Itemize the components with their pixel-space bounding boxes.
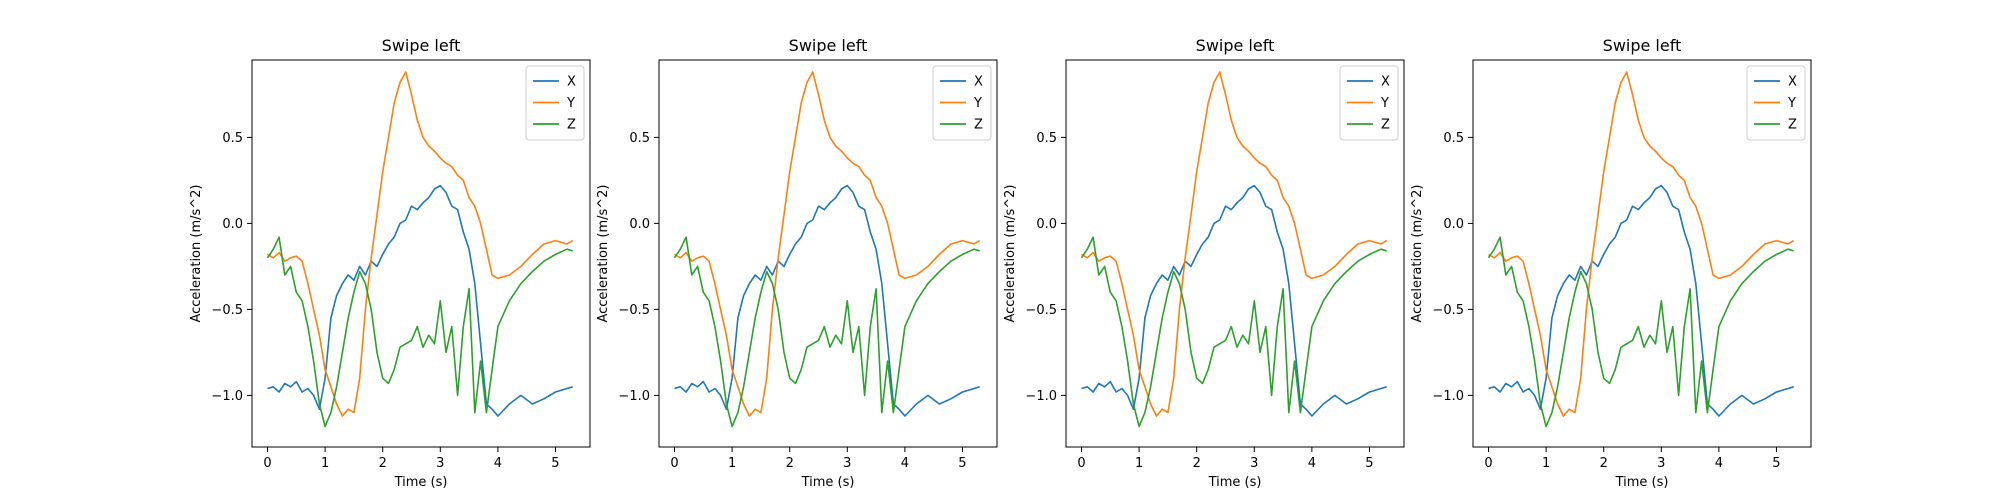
y-tick-label: −0.5	[1432, 303, 1464, 318]
series-line-y	[1081, 71, 1388, 417]
x-tick-label: 3	[843, 456, 851, 471]
legend: XYZ	[1339, 65, 1399, 141]
y-tick-label: 0.0	[1443, 217, 1464, 232]
y-tick-label: −0.5	[618, 303, 650, 318]
series-line-y	[267, 71, 574, 417]
chart-panel-1: Swipe left 0 1 2 3 4 5 −1.0 −0.5 0.0 0.5 Time (s) Ac…	[189, 36, 591, 490]
series-line-x	[1488, 184, 1794, 417]
axes-frame	[1472, 59, 1812, 448]
legend: XYZ	[932, 65, 992, 141]
y-tick-label: −1.0	[1432, 389, 1464, 404]
x-tick-label: 1	[728, 456, 736, 471]
legend-label-x: X	[1788, 75, 1797, 90]
series-line-x	[1081, 184, 1387, 417]
y-tick-label: −1.0	[211, 389, 243, 404]
chart-title: Swipe left	[789, 36, 868, 55]
legend-label-x: X	[974, 75, 983, 90]
legend-label-y: Y	[1787, 96, 1796, 111]
x-tick-label: 2	[1600, 456, 1608, 471]
series-line-y	[674, 71, 981, 417]
x-tick-label: 5	[1772, 456, 1780, 471]
x-tick-label: 5	[958, 456, 966, 471]
y-tick-label: −0.5	[211, 303, 243, 318]
x-tick-label: 0	[1077, 456, 1085, 471]
axes-frame	[1065, 59, 1405, 448]
legend-label-x: X	[567, 75, 576, 90]
axes-frame	[251, 59, 591, 448]
x-tick-label: 4	[494, 456, 502, 471]
series-line-z	[266, 236, 573, 428]
chart-title: Swipe left	[382, 36, 461, 55]
legend-label-y: Y	[973, 96, 982, 111]
legend-label-z: Z	[1788, 118, 1797, 133]
y-tick-label: 0.0	[1036, 217, 1057, 232]
x-axis-label: Time (s)	[1615, 475, 1669, 490]
series-line-z	[1487, 236, 1794, 428]
x-axis-label: Time (s)	[394, 475, 448, 490]
x-tick-label: 4	[1715, 456, 1723, 471]
y-tick-label: −1.0	[618, 389, 650, 404]
y-tick-label: 0.5	[1036, 131, 1057, 146]
x-tick-label: 1	[1135, 456, 1143, 471]
x-tick-label: 1	[1542, 456, 1550, 471]
x-axis-label: Time (s)	[801, 475, 855, 490]
x-tick-label: 0	[263, 456, 271, 471]
x-axis-label: Time (s)	[1208, 475, 1262, 490]
series-line-z	[1080, 236, 1387, 428]
x-tick-label: 0	[1484, 456, 1492, 471]
x-tick-label: 4	[901, 456, 909, 471]
legend-label-z: Z	[567, 118, 576, 133]
x-tick-label: 5	[1365, 456, 1373, 471]
x-tick-label: 3	[436, 456, 444, 471]
x-tick-label: 2	[379, 456, 387, 471]
y-tick-label: 0.0	[222, 217, 243, 232]
series-line-y	[1488, 71, 1795, 417]
y-tick-label: −1.0	[1025, 389, 1057, 404]
x-tick-label: 4	[1308, 456, 1316, 471]
x-tick-label: 2	[786, 456, 794, 471]
legend-label-y: Y	[566, 96, 575, 111]
chart-title: Swipe left	[1603, 36, 1682, 55]
x-tick-label: 3	[1250, 456, 1258, 471]
y-tick-label: 0.5	[1443, 131, 1464, 146]
legend: XYZ	[525, 65, 585, 141]
y-tick-label: 0.0	[629, 217, 650, 232]
x-tick-label: 3	[1657, 456, 1665, 471]
chart-title: Swipe left	[1196, 36, 1275, 55]
series-line-x	[674, 184, 980, 417]
series-line-x	[267, 184, 573, 417]
y-tick-label: 0.5	[222, 131, 243, 146]
y-tick-label: 0.5	[629, 131, 650, 146]
x-tick-label: 1	[321, 456, 329, 471]
chart-panel-4: Swipe left 0 1 2 3 4 5 −1.0 −0.5 0.0 0.5 Time (s) Ac…	[1410, 36, 1812, 490]
legend-label-z: Z	[1381, 118, 1390, 133]
legend: XYZ	[1746, 65, 1806, 141]
axes-frame	[658, 59, 998, 448]
chart-panel-2: Swipe left 0 1 2 3 4 5 −1.0 −0.5 0.0 0.5 Time (s) Ac…	[596, 36, 998, 490]
x-tick-label: 5	[551, 456, 559, 471]
y-axis-label: Acceleration (m/s^2)	[596, 184, 611, 322]
y-tick-label: −0.5	[1025, 303, 1057, 318]
y-axis-label: Acceleration (m/s^2)	[1003, 184, 1018, 322]
chart-panel-3: Swipe left 0 1 2 3 4 5 −1.0 −0.5 0.0 0.5 Time (s) Ac…	[1003, 36, 1405, 490]
legend-label-y: Y	[1380, 96, 1389, 111]
series-line-z	[673, 236, 980, 428]
y-axis-label: Acceleration (m/s^2)	[189, 184, 204, 322]
x-tick-label: 0	[670, 456, 678, 471]
y-axis-label: Acceleration (m/s^2)	[1410, 184, 1425, 322]
x-tick-label: 2	[1193, 456, 1201, 471]
legend-label-x: X	[1381, 75, 1390, 90]
legend-label-z: Z	[974, 118, 983, 133]
